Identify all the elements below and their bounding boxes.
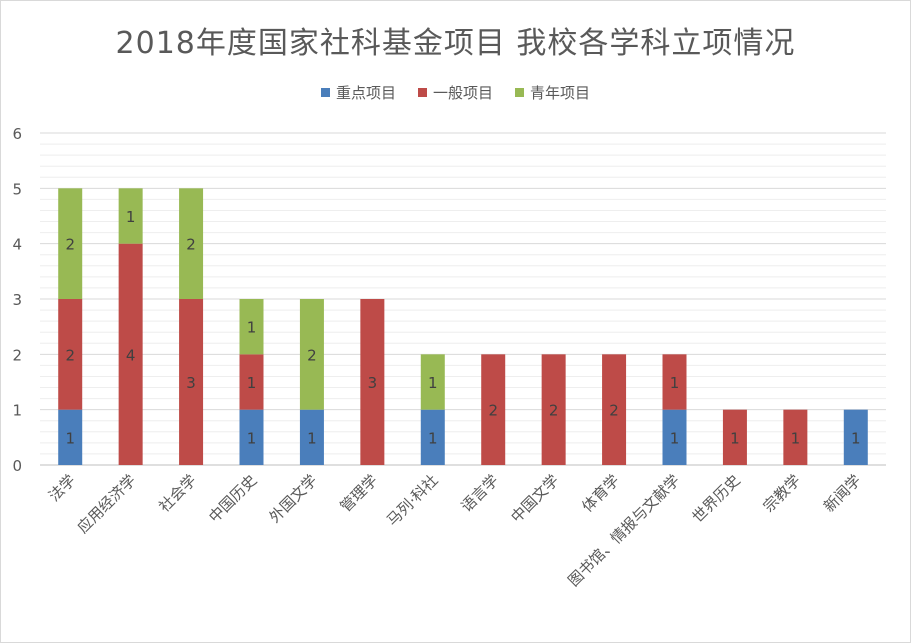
data-label: 1: [791, 429, 801, 447]
data-label: 2: [488, 402, 498, 420]
bar-segment: [783, 409, 808, 465]
x-tick-label: 中国历史: [205, 471, 260, 526]
x-tick-label: 语言学: [457, 471, 502, 516]
x-tick-label: 外国文学: [266, 471, 321, 526]
y-tick-label: 3: [12, 291, 22, 309]
data-label: 2: [549, 402, 559, 420]
legend-item-key: 重点项目: [320, 82, 396, 103]
bar-segment: [118, 188, 143, 244]
y-tick-label: 5: [12, 180, 22, 198]
x-tick-label: 社会学: [155, 471, 200, 516]
y-tick-label: 1: [12, 402, 22, 420]
legend-label-key: 重点项目: [335, 84, 396, 102]
chart-title: 2018年度国家社科基金项目 我校各学科立项情况: [115, 26, 796, 61]
data-label: 3: [186, 374, 196, 392]
y-tick-label: 2: [12, 346, 22, 364]
bar-segment: [602, 354, 627, 465]
x-tick-label: 应用经济学: [74, 471, 140, 537]
data-label: 2: [307, 346, 317, 364]
bar-segment: [239, 409, 264, 465]
bar-segment: [58, 188, 83, 299]
data-label: 1: [670, 374, 680, 392]
data-label: 1: [126, 208, 136, 226]
bar-segment: [541, 354, 566, 465]
legend: 重点项目 一般项目 青年项目: [0, 82, 911, 103]
bar-segment: [239, 299, 264, 355]
x-tick-label: 马列·科社: [383, 471, 442, 530]
y-tick-label: 0: [12, 457, 22, 475]
legend-swatch-key: [320, 88, 330, 97]
x-tick-label: 世界历史: [689, 471, 744, 526]
x-tick-label: 中国文学: [507, 471, 562, 526]
bar-segment: [662, 354, 687, 410]
bar-segment: [360, 299, 385, 465]
data-label: 1: [428, 429, 438, 447]
y-tick-label: 4: [12, 236, 22, 254]
y-tick-label: 6: [12, 125, 22, 143]
legend-swatch-general: [417, 88, 427, 97]
bar-segment: [118, 243, 143, 465]
data-label: 1: [428, 374, 438, 392]
gridlines: [40, 132, 886, 466]
bar-segment: [58, 299, 83, 410]
data-label: 2: [65, 236, 75, 254]
data-label: 2: [186, 236, 196, 254]
data-label: 1: [247, 429, 257, 447]
bar-segment: [420, 354, 445, 410]
x-tick-label: 管理学: [337, 471, 382, 516]
bar-segment: [179, 299, 204, 465]
data-label: 2: [609, 402, 619, 420]
data-label: 3: [368, 374, 378, 392]
bar-segment: [662, 409, 687, 465]
bar-segment: [843, 409, 868, 465]
x-tick-label: 图书馆、情报与文献学: [565, 471, 684, 590]
legend-label-general: 一般项目: [432, 84, 493, 102]
bar-segment: [299, 409, 324, 465]
data-label: 1: [670, 429, 680, 447]
legend-swatch-youth: [515, 88, 524, 97]
data-label: 2: [65, 346, 75, 364]
data-label: 1: [307, 429, 317, 447]
data-labels: 1 2 2 4 1 3 2 1 1 1 1 2 3 1 1 2 2 2 1 1 1 1 1: [65, 208, 860, 447]
bar-segment: [420, 409, 445, 465]
bar-segment: [299, 299, 324, 410]
bar-segment: [179, 188, 204, 299]
data-label: 1: [851, 429, 861, 447]
bar-segment: [239, 354, 264, 410]
bar-segment: [481, 354, 506, 465]
bars: [58, 188, 868, 465]
bar-segment: [58, 409, 83, 465]
data-label: 1: [247, 374, 257, 392]
x-tick-label: 宗教学: [760, 471, 805, 516]
legend-item-youth: 青年项目: [515, 82, 590, 103]
x-tick-label: 新闻学: [820, 471, 865, 516]
data-label: 1: [730, 429, 740, 447]
x-tick-label: 法学: [45, 471, 79, 505]
data-label: 4: [126, 346, 136, 364]
legend-item-general: 一般项目: [417, 82, 493, 103]
x-tick-label: 体育学: [578, 471, 623, 516]
legend-label-youth: 青年项目: [530, 84, 591, 102]
data-label: 1: [247, 319, 257, 337]
bar-segment: [722, 409, 747, 465]
data-label: 1: [65, 429, 75, 447]
